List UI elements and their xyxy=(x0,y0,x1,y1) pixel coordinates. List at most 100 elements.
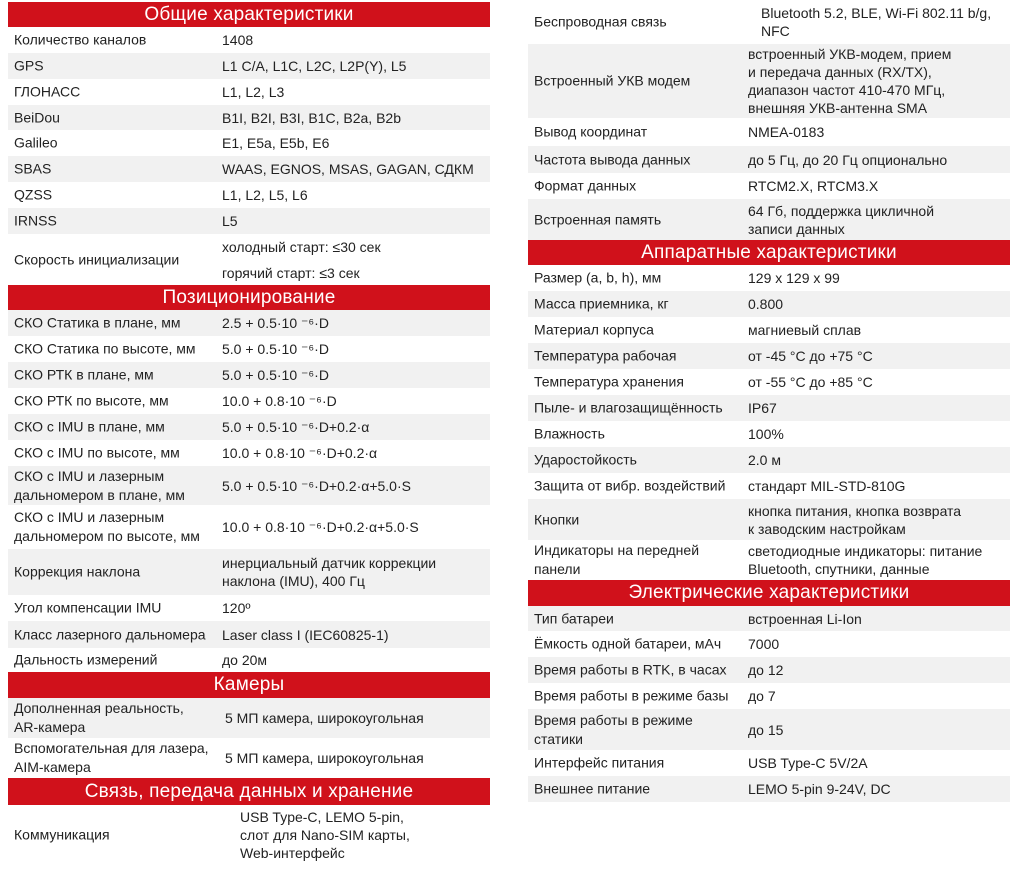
spec-row: СКО с IMU и лазерным дальномером по высо… xyxy=(8,505,490,549)
spec-value: от -45 °C до +75 °C xyxy=(748,348,873,364)
section-header: Аппаратные характеристики xyxy=(528,240,1010,265)
spec-value: кнопка питания, кнопка возврата к заводс… xyxy=(748,502,962,537)
spec-row: Дополненная реальность, AR-камера 5 МП ка… xyxy=(8,698,490,738)
spec-column-left: Общие характеристики Количество каналов 14… xyxy=(8,2,490,865)
spec-row: Коммуникация USB Type-C, LEMO 5-pin, слот… xyxy=(8,805,490,865)
spec-label: ГЛОНАСС xyxy=(14,83,81,100)
spec-row: Ударостойкость 2.0 м xyxy=(528,447,1010,473)
spec-label: Частота вывода данных xyxy=(534,151,691,167)
spec-label: СКО с IMU и лазерным дальномером в плане… xyxy=(14,467,185,503)
spec-label: Интерфейс питания xyxy=(534,754,665,771)
spec-row: SBAS WAAS, EGNOS, MSAS, GAGAN, СДКМ xyxy=(8,156,490,182)
spec-value: 7000 xyxy=(748,636,780,652)
spec-value: L1, L2, L5, L6 xyxy=(222,187,308,203)
spec-value: до 7 xyxy=(748,688,776,704)
spec-row: Время работы в RTK, в часах до 12 xyxy=(528,657,1010,683)
spec-row: Масса приемника, кг 0.800 xyxy=(528,291,1010,317)
spec-row: Угол компенсации IMU 120º xyxy=(8,595,490,621)
spec-row: Беспроводная связь Bluetooth 5.2, BLE, Wi… xyxy=(528,0,1010,44)
spec-label: Масса приемника, кг xyxy=(534,295,669,312)
spec-row: Дальность измерений до 20м xyxy=(8,648,490,672)
spec-row: Защита от вибр. воздействий стандарт MIL-… xyxy=(528,473,1010,499)
spec-value: 1408 xyxy=(222,32,254,48)
spec-label: Беспроводная связь xyxy=(534,13,667,30)
spec-label: Температура хранения xyxy=(534,373,684,390)
spec-row: СКО с IMU и лазерным дальномером в плане… xyxy=(8,466,490,505)
spec-row: Интерфейс питания USB Type-C 5V/2A xyxy=(528,750,1010,776)
spec-row: QZSS L1, L2, L5, L6 xyxy=(8,182,490,208)
spec-row: Количество каналов 1408 xyxy=(8,27,490,53)
spec-row: СКО с IMU по высоте, мм 10.0 + 0.8·10 ⁻⁶·… xyxy=(8,440,490,466)
spec-row: Galileo E1, E5a, E5b, E6 xyxy=(8,130,490,156)
spec-value: E1, E5a, E5b, E6 xyxy=(222,135,330,151)
spec-label: Кнопки xyxy=(534,511,580,527)
spec-label: Формат данных xyxy=(534,177,637,194)
spec-value: встроенный УКВ-модем, прием и передача д… xyxy=(748,46,952,116)
spec-value: 64 Гб, поддержка цикличной записи данных xyxy=(748,202,935,237)
spec-value: 5.0 + 0.5·10 ⁻⁶·D+0.2·α+5.0·S xyxy=(222,477,411,494)
spec-label: Класс лазерного дальномера xyxy=(14,626,206,642)
spec-value: до 5 Гц, до 20 Гц опционально xyxy=(748,151,948,168)
spec-label: Количество каналов xyxy=(14,31,147,48)
spec-value: до 12 xyxy=(748,662,784,678)
spec-row: Размер (a, b, h), мм 129 x 129 x 99 xyxy=(528,265,1010,291)
spec-label: СКО Статика по высоте, мм xyxy=(14,340,196,357)
section-header: Камеры xyxy=(8,672,490,698)
spec-label: Внешнее питание xyxy=(534,780,651,797)
spec-label: СКО с IMU по высоте, мм xyxy=(14,444,180,461)
spec-value: USB Type-C 5V/2A xyxy=(748,755,868,771)
spec-row: GPS L1 C/A, L1C, L2C, L2P(Y), L5 xyxy=(8,53,490,79)
spec-value: 10.0 + 0.8·10 ⁻⁶·D+0.2·α xyxy=(222,445,378,461)
spec-value: 2.0 м xyxy=(748,452,781,468)
spec-value: до 15 xyxy=(748,721,784,738)
spec-value: 5.0 + 0.5·10 ⁻⁶·D+0.2·α xyxy=(222,419,370,435)
spec-label: СКО с IMU и лазерным дальномером по высо… xyxy=(14,509,200,544)
spec-row: Температура рабочая от -45 °C до +75 °C xyxy=(528,343,1010,369)
spec-value: Bluetooth 5.2, BLE, Wi-Fi 802.11 b/g, NF… xyxy=(761,5,992,39)
spec-label: Угол компенсации IMU xyxy=(14,599,162,616)
spec-label: Защита от вибр. воздействий xyxy=(534,477,726,494)
spec-label: Пыле- и влагозащищённость xyxy=(534,399,723,416)
spec-value: 5 МП камера, широкоугольная xyxy=(225,750,424,766)
spec-label: СКО с IMU в плане, мм xyxy=(14,418,165,435)
spec-value: B1I, B2I, B3I, B1C, B2a, B2b xyxy=(222,109,401,126)
spec-value: стандарт MIL-STD-810G xyxy=(748,478,906,494)
section-header: Позиционирование xyxy=(8,285,490,310)
spec-value: IP67 xyxy=(748,400,777,416)
spec-row: СКО РТК по высоте, мм 10.0 + 0.8·10 ⁻⁶·D xyxy=(8,388,490,414)
spec-value: 5 МП камера, широкоугольная xyxy=(225,710,424,726)
spec-row: Внешнее питание LEMO 5-pin 9-24V, DC xyxy=(528,776,1010,802)
spec-label: GPS xyxy=(14,57,44,74)
spec-label: Коррекция наклона xyxy=(14,563,141,580)
spec-label: Встроенный УКВ модем xyxy=(534,72,691,89)
spec-label: BeiDou xyxy=(14,109,60,125)
spec-value: USB Type-C, LEMO 5-pin, слот для Nano-SI… xyxy=(240,809,410,861)
spec-value: 0.800 xyxy=(748,296,784,312)
spec-row: Материал корпуса магниевый сплав xyxy=(528,317,1010,343)
spec-row: Частота вывода данных до 5 Гц, до 20 Гц о… xyxy=(528,146,1010,173)
spec-row: Формат данных RTCM2.X, RTCM3.X xyxy=(528,173,1010,199)
spec-value: светодиодные индикаторы: питание Bluetoo… xyxy=(748,543,983,577)
spec-label: Коммуникация xyxy=(14,826,110,843)
spec-value: RTCM2.X, RTCM3.X xyxy=(748,178,879,194)
spec-row: Пыле- и влагозащищённость IP67 xyxy=(528,395,1010,421)
spec-row: Коррекция наклона инерциальный датчик кор… xyxy=(8,549,490,595)
spec-row: СКО РТК в плане, мм 5.0 + 0.5·10 ⁻⁶·D xyxy=(8,362,490,388)
spec-value: NMEA-0183 xyxy=(748,124,825,140)
section-header: Связь, передача данных и хранение xyxy=(8,778,490,805)
spec-row: BeiDou B1I, B2I, B3I, B1C, B2a, B2b xyxy=(8,105,490,130)
spec-value: 10.0 + 0.8·10 ⁻⁶·D+0.2·α+5.0·S xyxy=(222,519,419,535)
spec-label: СКО Статика в плане, мм xyxy=(14,314,181,331)
spec-label: Время работы в RTK, в часах xyxy=(534,661,727,678)
spec-value: L1 C/A, L1C, L2C, L2P(Y), L5 xyxy=(222,58,407,74)
spec-value: 5.0 + 0.5·10 ⁻⁶·D xyxy=(222,367,329,383)
spec-value: 2.5 + 0.5·10 ⁻⁶·D xyxy=(222,315,329,331)
spec-label: Размер (a, b, h), мм xyxy=(534,269,662,286)
spec-label: Встроенная память xyxy=(534,211,662,227)
spec-label: СКО РТК по высоте, мм xyxy=(14,392,169,409)
spec-row: IRNSS L5 xyxy=(8,208,490,234)
spec-value: 129 x 129 x 99 xyxy=(748,270,840,286)
spec-row: Вывод координат NMEA-0183 xyxy=(528,118,1010,146)
spec-label: Вывод координат xyxy=(534,123,648,140)
spec-row: ГЛОНАСС L1, L2, L3 xyxy=(8,79,490,105)
